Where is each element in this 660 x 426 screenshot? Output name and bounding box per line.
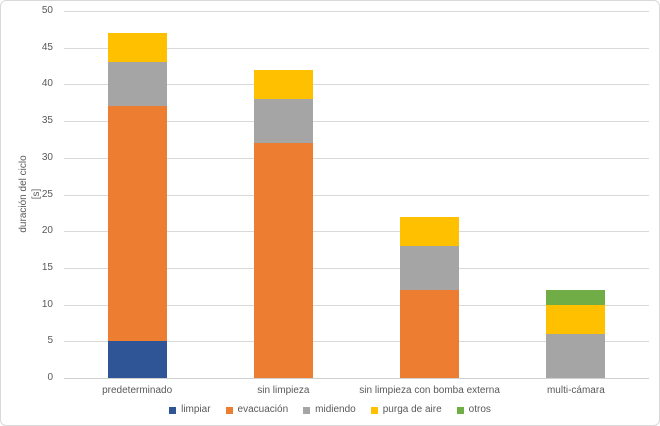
bar-segment-purga-de-aire (546, 304, 606, 334)
y-tick-label: 10 (41, 298, 53, 310)
legend-item-otros: otros (456, 404, 491, 416)
gridline (64, 47, 649, 49)
y-tick-label: 40 (41, 78, 53, 90)
legend-swatch-midiendo (303, 406, 311, 414)
bar-segment-limpiar (107, 341, 167, 378)
legend-swatch-limpiar (169, 406, 177, 414)
y-tick-label: 25 (41, 188, 53, 200)
y-tick-label: 5 (47, 335, 53, 347)
x-category-label: multi-cámara (546, 385, 605, 396)
legend-label: evacuación (237, 404, 289, 415)
gridline (64, 11, 649, 12)
bar-segment-purga-de-aire (107, 33, 167, 63)
gridline (64, 267, 649, 269)
legend-label: midiendo (315, 404, 356, 415)
legend-item-purga-de-aire: purga de aire (370, 404, 442, 416)
legend-label: otros (468, 404, 491, 415)
bar-segment-purga-de-aire (400, 216, 460, 246)
legend: limpiar evacuación midiendo purga de aire ot… (1, 404, 659, 416)
legend-label: purga de aire (382, 404, 442, 415)
gridline (64, 304, 649, 306)
y-tick-label: 30 (41, 151, 53, 163)
y-tick-label: 0 (47, 372, 53, 383)
y-tick-label: 20 (41, 225, 53, 237)
y-tick-label: 35 (41, 115, 53, 127)
legend-swatch-evacuación (225, 406, 233, 414)
legend-item-midiendo: midiendo (303, 404, 356, 416)
gridline (64, 341, 649, 343)
x-category-label: sin limpieza con bomba externa (359, 385, 500, 396)
legend-item-limpiar: limpiar (169, 404, 211, 416)
y-tick-label: 45 (41, 41, 53, 53)
bar-segment-midiendo (546, 333, 606, 378)
x-category-label: predeterminado (102, 385, 173, 396)
legend-label: limpiar (181, 404, 211, 415)
legend-swatch-purga-de-aire (370, 406, 378, 414)
gridline (64, 157, 649, 159)
gridline (64, 231, 649, 233)
x-category-label: sin limpieza (257, 385, 310, 396)
bar-segment-midiendo (400, 245, 460, 290)
bar-segment-evacuación (253, 143, 313, 378)
legend-item-evacuación: evacuación (225, 404, 289, 416)
bar-segment-otros (546, 289, 606, 305)
bar-segment-evacuación (107, 106, 167, 342)
x-axis-line (64, 378, 649, 379)
gridline (64, 121, 649, 123)
bar-segment-purga-de-aire (253, 69, 313, 100)
bar-segment-midiendo (107, 62, 167, 107)
y-tick-label: 50 (41, 5, 53, 16)
y-tick-label: 15 (41, 261, 53, 273)
gridline (64, 84, 649, 86)
bar-segment-evacuación (400, 289, 460, 378)
bar-segment-midiendo (253, 99, 313, 144)
gridline (64, 194, 649, 196)
legend-swatch-otros (456, 406, 464, 414)
